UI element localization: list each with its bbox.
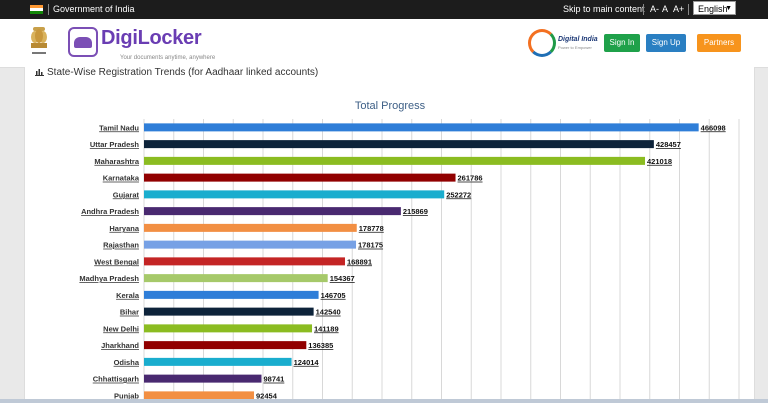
brand-name[interactable]: DigiLocker xyxy=(101,27,202,49)
india-flag-icon xyxy=(30,5,43,14)
bar[interactable] xyxy=(144,123,699,132)
digital-india-logo[interactable]: Digital India Power to Empower xyxy=(528,29,598,59)
bar[interactable] xyxy=(144,307,314,316)
data-label: 92454 xyxy=(256,391,278,400)
bar[interactable] xyxy=(144,140,654,149)
national-emblem-icon[interactable] xyxy=(28,25,50,59)
digital-india-ring-icon xyxy=(528,29,556,57)
bar-chart-icon xyxy=(35,69,44,76)
government-of-india-link[interactable]: Government of India xyxy=(53,4,135,14)
bar[interactable] xyxy=(144,257,345,266)
data-label: 421018 xyxy=(647,157,672,166)
taskbar-strip xyxy=(0,399,768,403)
category-label[interactable]: Rajasthan xyxy=(103,241,139,250)
digilocker-logo-icon[interactable] xyxy=(68,27,98,57)
data-label: 146705 xyxy=(321,291,346,300)
content-panel: State-Wise Registration Trends (for Aadh… xyxy=(24,67,755,403)
data-label: 261786 xyxy=(458,174,483,183)
bar[interactable] xyxy=(144,173,456,182)
category-label[interactable]: Odisha xyxy=(114,358,140,367)
data-label: 215869 xyxy=(403,207,428,216)
flag-green-stripe xyxy=(30,11,43,14)
category-label[interactable]: Tamil Nadu xyxy=(99,123,139,132)
data-label: 141189 xyxy=(314,324,339,333)
language-select-value: English xyxy=(698,4,728,14)
bar[interactable] xyxy=(144,290,319,299)
data-label: 466098 xyxy=(701,123,726,132)
data-label: 178778 xyxy=(359,224,384,233)
flag-saffron-stripe xyxy=(30,5,43,8)
chart-title: Total Progress xyxy=(354,100,426,112)
bar[interactable] xyxy=(144,374,262,383)
caret-down-icon: ▼ xyxy=(725,5,732,12)
bar[interactable] xyxy=(144,223,357,232)
category-label[interactable]: Punjab xyxy=(114,391,139,400)
digital-india-text: Digital India xyxy=(558,36,598,43)
divider xyxy=(688,4,689,15)
divider xyxy=(48,4,49,15)
bar[interactable] xyxy=(144,274,328,283)
gov-bar: Government of India Skip to main content… xyxy=(0,0,768,19)
category-label[interactable]: Chhattisgarh xyxy=(93,375,140,384)
data-label: 428457 xyxy=(656,140,681,149)
category-label[interactable]: Haryana xyxy=(109,224,139,233)
bar[interactable] xyxy=(144,190,445,199)
category-label[interactable]: West Bengal xyxy=(94,257,139,266)
bar[interactable] xyxy=(144,324,313,333)
brand-tagline: Your documents anytime, anywhere xyxy=(120,55,216,61)
section-heading-text: State-Wise Registration Trends (for Aadh… xyxy=(47,67,319,78)
bar-chart: Tamil Nadu 466098 Uttar Pradesh 428457 Mahar… xyxy=(79,119,740,403)
bar[interactable] xyxy=(144,391,255,400)
section-heading: State-Wise Registration Trends (for Aadh… xyxy=(35,67,318,78)
data-label: 178175 xyxy=(358,241,383,250)
flag-white-stripe xyxy=(30,8,43,11)
category-label[interactable]: Gujarat xyxy=(113,190,140,199)
bar[interactable] xyxy=(144,240,357,249)
category-label[interactable]: Kerala xyxy=(116,291,140,300)
cloud-lock-icon xyxy=(74,37,92,48)
category-label[interactable]: Karnataka xyxy=(103,174,140,183)
data-label: 168891 xyxy=(347,257,372,266)
data-label: 142540 xyxy=(316,308,341,317)
data-label: 98741 xyxy=(264,375,285,384)
skip-to-main-link[interactable]: Skip to main content xyxy=(563,4,645,14)
data-label: 252272 xyxy=(446,190,471,199)
category-label[interactable]: Madhya Pradesh xyxy=(79,274,139,283)
divider xyxy=(643,4,644,15)
bar[interactable] xyxy=(144,341,307,350)
category-label[interactable]: Maharashtra xyxy=(94,157,139,166)
category-label[interactable]: Jharkhand xyxy=(101,341,139,350)
font-size-increase-button[interactable]: A+ xyxy=(673,4,685,14)
category-label[interactable]: Bihar xyxy=(120,308,139,317)
data-label: 124014 xyxy=(294,358,320,367)
category-label[interactable]: New Delhi xyxy=(103,324,139,333)
data-label: 154367 xyxy=(330,274,355,283)
digital-india-subtext: Power to Empower xyxy=(558,45,592,50)
category-label[interactable]: Uttar Pradesh xyxy=(90,140,140,149)
language-select[interactable]: English ▼ xyxy=(693,1,736,15)
font-size-decrease-button[interactable]: A- xyxy=(650,4,659,14)
data-label: 136385 xyxy=(308,341,333,350)
bar[interactable] xyxy=(144,357,292,366)
bar[interactable] xyxy=(144,207,401,216)
site-header: DigiLocker Your documents anytime, anywh… xyxy=(0,19,768,68)
bar[interactable] xyxy=(144,156,646,165)
font-size-normal-button[interactable]: A xyxy=(662,4,669,14)
sign-in-button[interactable]: Sign In xyxy=(604,34,640,52)
partners-button[interactable]: Partners xyxy=(697,34,741,52)
category-label[interactable]: Andhra Pradesh xyxy=(81,207,139,216)
sign-up-button[interactable]: Sign Up xyxy=(646,34,686,52)
